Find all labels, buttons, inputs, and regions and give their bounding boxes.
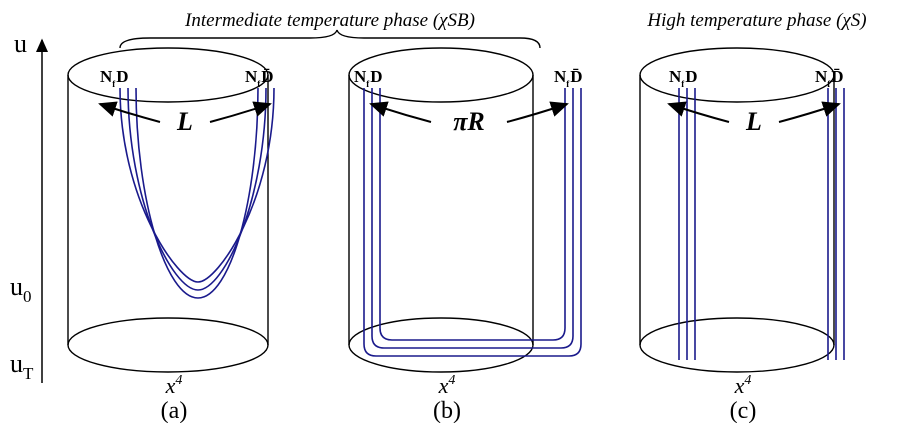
axis-subscript: 0 bbox=[23, 287, 32, 306]
x-label: x4 bbox=[734, 373, 752, 398]
brane bbox=[371, 88, 574, 349]
brane-label: N bbox=[554, 67, 567, 86]
panel-caption: (b) bbox=[433, 398, 461, 423]
x-label: x4 bbox=[165, 373, 183, 398]
axis-label: u bbox=[10, 272, 23, 301]
cylinder-top bbox=[67, 47, 269, 103]
phase-title: High temperature phase (χS) bbox=[646, 10, 866, 31]
axis-label: uT bbox=[10, 349, 34, 383]
brane-subscript: f bbox=[827, 79, 831, 89]
separation-arrow bbox=[667, 101, 730, 123]
axis-label: u bbox=[14, 29, 27, 58]
brane-label: N bbox=[245, 67, 258, 86]
brace bbox=[119, 29, 541, 49]
separation-arrow bbox=[369, 101, 432, 123]
separation-arrow bbox=[209, 101, 272, 123]
brane-label: NfD̄ bbox=[554, 67, 583, 89]
separation-label: L bbox=[176, 107, 193, 136]
brane-label: NfD̄ bbox=[815, 67, 844, 89]
brane-label: D̄ bbox=[261, 67, 273, 86]
brane-label: D̄ bbox=[831, 67, 843, 86]
brane-label: N bbox=[815, 67, 828, 86]
separation-label: L bbox=[745, 107, 762, 136]
brane-label: N bbox=[669, 67, 682, 86]
brane bbox=[379, 88, 566, 341]
x-superscript: 4 bbox=[744, 373, 751, 388]
brane-label: NfD̄ bbox=[245, 67, 274, 89]
brane bbox=[119, 87, 275, 283]
x-superscript: 4 bbox=[175, 373, 182, 388]
x-label: x bbox=[165, 373, 176, 398]
brane bbox=[135, 87, 259, 299]
brane bbox=[694, 88, 845, 360]
brane-label: N bbox=[100, 67, 113, 86]
brane-label: N bbox=[354, 67, 367, 86]
x-label: x4 bbox=[438, 373, 456, 398]
separation-label: πR bbox=[453, 107, 485, 136]
separation-arrow bbox=[506, 101, 569, 123]
brane-subscript: f bbox=[257, 79, 261, 89]
brane bbox=[686, 88, 837, 360]
cylinder-bottom bbox=[639, 317, 835, 373]
brane-subscript: f bbox=[681, 79, 685, 89]
brane-subscript: f bbox=[112, 79, 116, 89]
brane-label: NfD bbox=[669, 67, 698, 89]
brane-subscript: f bbox=[566, 79, 570, 89]
brane bbox=[363, 88, 582, 357]
axis-subscript: T bbox=[23, 364, 34, 383]
brane-label: NfD bbox=[354, 67, 383, 89]
panel-caption: (c) bbox=[730, 398, 757, 423]
x-label: x bbox=[734, 373, 745, 398]
axis-label: u0 bbox=[10, 272, 32, 306]
panel-caption: (a) bbox=[161, 398, 188, 423]
cylinder-bottom bbox=[67, 317, 269, 373]
x-label: x bbox=[438, 373, 449, 398]
x-superscript: 4 bbox=[448, 373, 455, 388]
brane bbox=[678, 88, 829, 360]
phase-title: Intermediate temperature phase (χSB) bbox=[184, 10, 475, 31]
brane-label: D̄ bbox=[570, 67, 582, 86]
cylinder-bottom bbox=[348, 317, 534, 373]
brane-label: D bbox=[116, 67, 128, 86]
brane-subscript: f bbox=[366, 79, 370, 89]
axis-label: u bbox=[10, 349, 23, 378]
brane-label: D bbox=[370, 67, 382, 86]
separation-arrow bbox=[778, 101, 841, 123]
brane-label: D bbox=[685, 67, 697, 86]
brane bbox=[127, 87, 267, 291]
separation-arrow bbox=[98, 101, 161, 123]
brane-label: NfD bbox=[100, 67, 129, 89]
